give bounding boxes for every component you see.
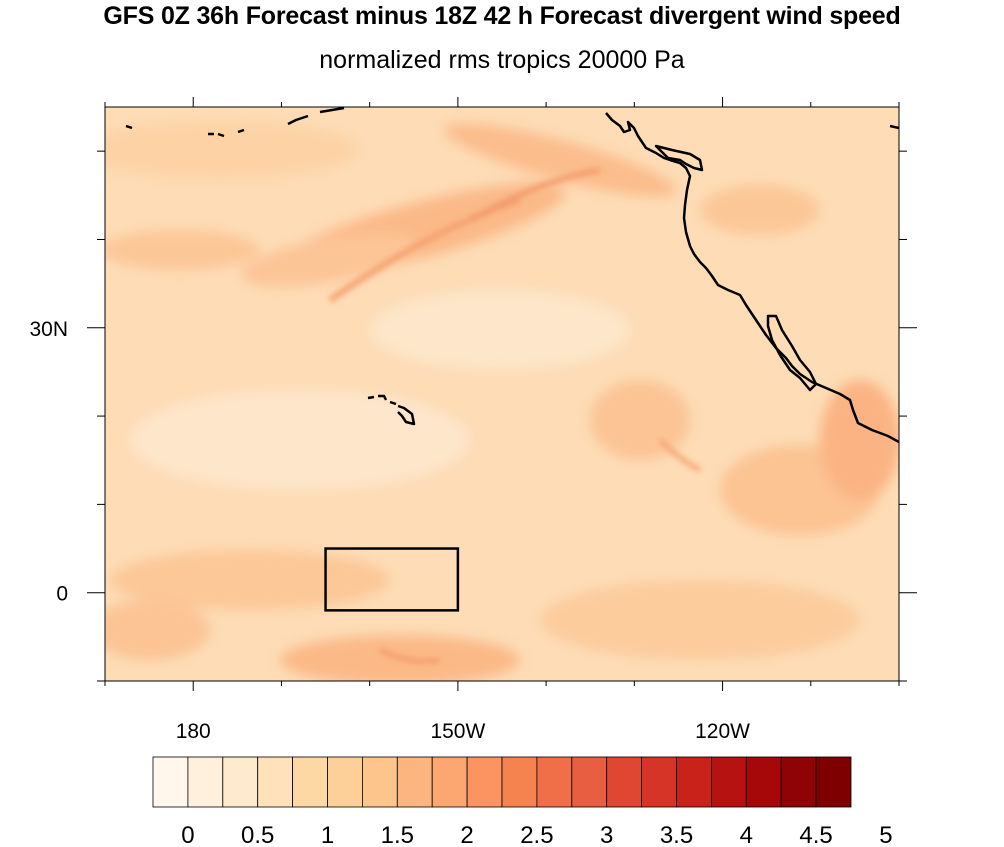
colorbar-swatch <box>745 756 782 808</box>
lat-tick-label: 30N <box>29 318 68 341</box>
colorbar-swatch <box>501 756 538 808</box>
colorbar-swatch <box>292 756 328 808</box>
colorbar-swatch <box>466 756 503 808</box>
colorbar-swatch <box>152 756 189 808</box>
aleutian-islands <box>125 107 345 138</box>
baja-california-outline <box>766 314 818 392</box>
axis-ticks: 180 150W 120W 30N 0 <box>29 97 917 743</box>
canada-edge <box>889 124 899 130</box>
lon-tick-label: 150W <box>430 720 485 743</box>
puget-sound-outline <box>654 144 704 172</box>
colorbar-swatch <box>780 756 817 808</box>
colorbar-swatch <box>536 756 573 808</box>
colorbar-label: 3.5 <box>660 822 693 847</box>
colorbar-label: 1.5 <box>381 822 414 847</box>
lat-tick-label: 0 <box>56 583 68 606</box>
colorbar-label: 0.5 <box>241 822 274 847</box>
lon-tick-label: 120W <box>695 720 750 743</box>
colorbar-swatch <box>361 756 398 808</box>
hawaii-islands <box>367 394 416 426</box>
colorbar-label: 2 <box>460 822 473 847</box>
colorbar-swatch <box>641 756 677 808</box>
colorbar-swatch <box>187 756 224 808</box>
equatorial-region-box <box>324 547 460 612</box>
colorbar-swatch <box>571 756 608 808</box>
colorbar-swatch <box>327 756 363 808</box>
colorbar-swatch <box>606 756 643 808</box>
map-frame <box>104 106 900 682</box>
colorbar-label: 1 <box>321 822 334 847</box>
colorbar-label: 4.5 <box>799 822 832 847</box>
colorbar-swatch <box>676 756 712 808</box>
colorbar-label: 2.5 <box>520 822 553 847</box>
colorbar-label: 4 <box>740 822 753 847</box>
colorbar-swatch <box>396 756 433 808</box>
colorbar-label: 3 <box>600 822 613 847</box>
north-america-coastline <box>605 112 899 444</box>
lon-tick-label: 180 <box>176 720 211 743</box>
colorbar: 0 0.5 1 1.5 2 2.5 3 3.5 4 4.5 5 <box>152 756 893 847</box>
colorbar-swatch <box>815 756 852 808</box>
colorbar-swatch <box>711 756 747 808</box>
coastlines <box>125 107 899 444</box>
chart-subtitle: normalized rms tropics 20000 Pa <box>319 46 685 74</box>
colorbar-swatch <box>257 756 294 808</box>
wind-speed-field <box>105 107 899 681</box>
colorbar-label: 5 <box>879 822 892 847</box>
colorbar-swatch <box>222 756 259 808</box>
colorbar-swatch <box>431 756 468 808</box>
chart-title: GFS 0Z 36h Forecast minus 18Z 42 h Forec… <box>103 2 901 30</box>
colorbar-label: 0 <box>181 822 194 847</box>
